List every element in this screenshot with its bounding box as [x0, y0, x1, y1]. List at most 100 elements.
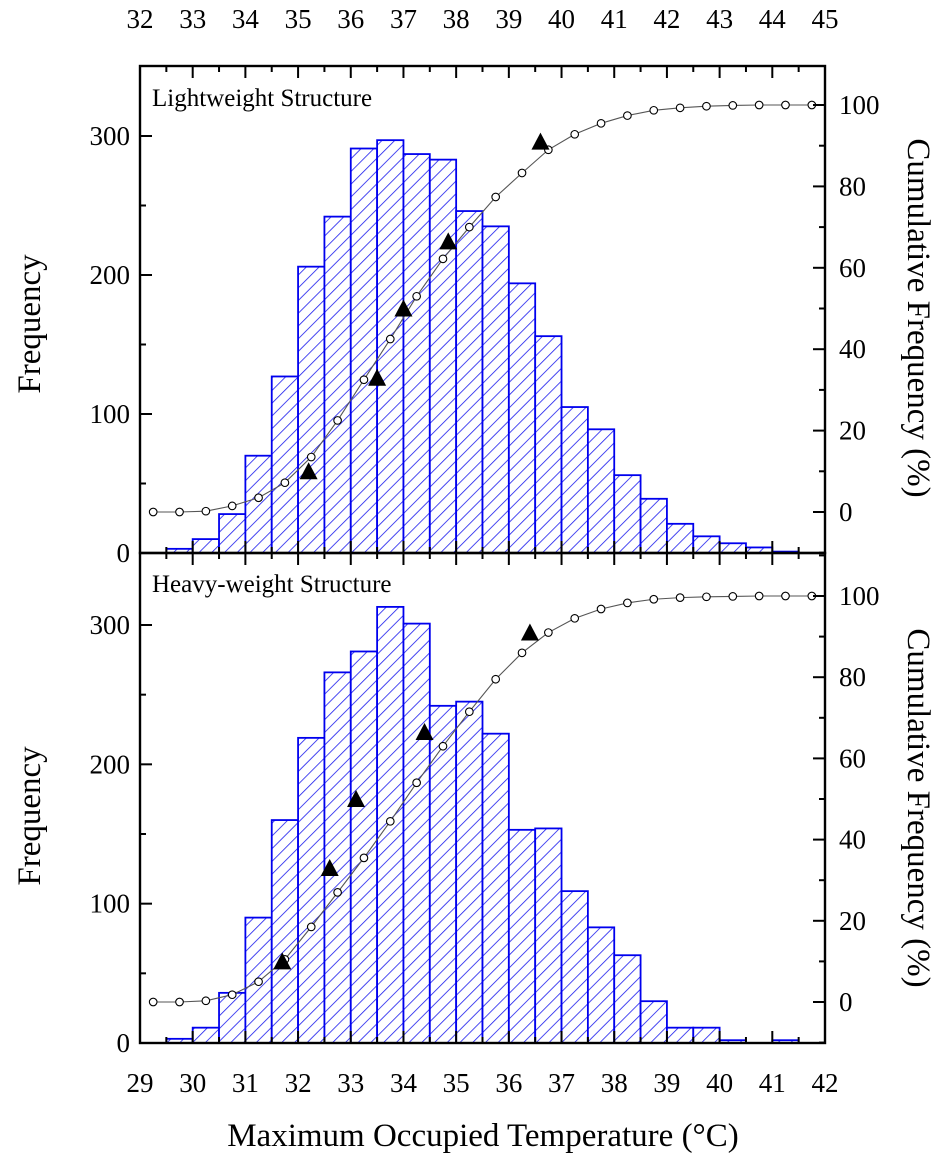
top-x-tick-label: 32 [127, 4, 154, 34]
cumulative-point [675, 593, 685, 602]
top-x-tick-label: 41 [601, 4, 628, 34]
x-tick-label: 29 [127, 1068, 154, 1098]
cumulative-point [359, 375, 369, 385]
y-tick-label: 100 [90, 399, 131, 429]
cumulative-point [649, 594, 659, 604]
histogram-bar [666, 1026, 695, 1044]
histogram-bar [507, 282, 537, 554]
y2-tick-label: 20 [839, 906, 866, 936]
y-tick-label: 0 [117, 538, 131, 568]
top-y-axis-title: Frequency [12, 254, 48, 394]
cumulative-point [781, 100, 790, 110]
cumulative-point [280, 478, 290, 488]
y2-tick-label: 40 [839, 334, 866, 364]
histogram-bar [428, 158, 458, 554]
top-x-tick-label: 39 [495, 4, 522, 34]
cumulative-point [175, 997, 184, 1007]
cumulative-point [148, 997, 158, 1007]
cumulative-point [623, 111, 632, 120]
top-x-tick-label: 45 [812, 4, 839, 34]
y2-tick-label: 80 [839, 171, 866, 201]
histogram-bar [639, 497, 668, 554]
y-tick-label: 300 [90, 121, 131, 151]
triangle-point [347, 790, 366, 807]
histogram-bar [613, 474, 642, 554]
cumulative-point [464, 707, 474, 717]
histogram-bar [534, 335, 563, 554]
cumulative-point [227, 501, 237, 511]
histogram-bar [455, 210, 484, 554]
cumulative-point [464, 222, 474, 232]
bottom-y-axis-title: Frequency [12, 746, 48, 886]
histogram-bar [323, 671, 352, 1044]
y2-tick-label: 40 [839, 825, 866, 855]
histogram-bar [297, 736, 326, 1044]
top-x-tick-label: 33 [179, 4, 206, 34]
x-tick-label: 32 [285, 1068, 312, 1098]
triangle-point [299, 462, 318, 480]
cumulative-point [359, 853, 369, 863]
histogram-bar [560, 890, 589, 1044]
top-x-tick-label: 44 [759, 4, 787, 34]
top-y2-axis-title: Cumulative Frequency (%) [900, 138, 936, 497]
histogram-bar [349, 147, 379, 554]
cumulative-point [596, 118, 606, 128]
histogram-bar [323, 215, 352, 554]
histogram-bar [718, 542, 747, 554]
cumulative-point [148, 507, 158, 517]
cumulative-point [649, 105, 659, 115]
histogram-bar [455, 700, 484, 1044]
cumulative-point [702, 592, 711, 602]
top-x-tick-label: 36 [337, 4, 364, 34]
y2-tick-label: 100 [839, 90, 880, 120]
cumulative-point [702, 101, 711, 111]
histogram-bar [402, 622, 431, 1044]
cumulative-point [385, 334, 395, 344]
x-tick-label: 39 [653, 1068, 680, 1098]
cumulative-point [728, 101, 738, 110]
histogram-bar [428, 704, 458, 1044]
y2-tick-label: 20 [839, 416, 866, 446]
y-tick-label: 200 [90, 260, 131, 290]
x-tick-label: 36 [495, 1068, 522, 1098]
heavyweight-axes: 0 100 200 300 0 20 40 60 80 100 29 30 31 32 33 34 35 36 37… [90, 551, 880, 1098]
triangle-point [394, 299, 413, 317]
y2-tick-label: 60 [839, 743, 866, 773]
cumulative-point [517, 168, 527, 178]
x-tick-label: 34 [390, 1068, 418, 1098]
cumulative-point [201, 996, 211, 1006]
cumulative-point [175, 507, 184, 517]
cumulative-point [201, 506, 211, 516]
top-x-tick-label: 35 [285, 4, 312, 34]
x-tick-label: 33 [337, 1068, 364, 1098]
heavyweight-title: Heavy-weight Structure [152, 571, 392, 598]
triangle-point [531, 132, 550, 150]
triangle-point [439, 232, 458, 250]
cumulative-point [491, 674, 501, 684]
histogram-bar [481, 225, 510, 554]
histogram-bar [191, 1026, 220, 1044]
x-tick-label: 42 [812, 1068, 839, 1098]
heavyweight-panel: 0 100 200 300 0 20 40 60 80 100 29 30 31 32 33 34 35 36 37… [90, 551, 880, 1098]
cumulative-point [254, 977, 263, 987]
cumulative-point [306, 452, 316, 462]
x-tick-label: 30 [179, 1068, 206, 1098]
heavyweight-triangle-series [273, 623, 539, 970]
cumulative-point [306, 922, 316, 932]
top-x-tick-label: 42 [653, 4, 680, 34]
cumulative-point [254, 493, 263, 503]
histogram-bar [244, 454, 273, 554]
cumulative-point [227, 990, 237, 1000]
cumulative-point [570, 129, 580, 139]
cumulative-point [544, 628, 553, 637]
cumulative-point [596, 604, 606, 614]
lightweight-cumulative-series [148, 100, 817, 517]
top-x-tick-label: 40 [548, 4, 575, 34]
cumulative-point [675, 103, 685, 113]
triangle-point [520, 623, 539, 641]
triangle-point [368, 368, 387, 386]
x-axis-title: Maximum Occupied Temperature (°C) [227, 1118, 739, 1154]
cumulative-point [728, 592, 738, 601]
histogram-bar [191, 538, 220, 554]
